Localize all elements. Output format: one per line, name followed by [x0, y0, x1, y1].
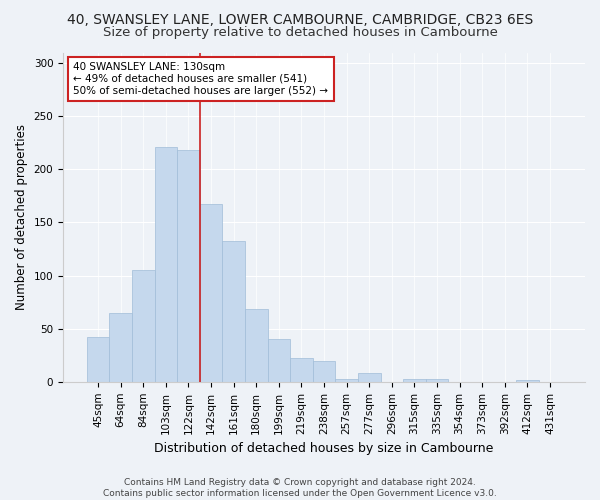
X-axis label: Distribution of detached houses by size in Cambourne: Distribution of detached houses by size … — [154, 442, 494, 455]
Bar — [223, 240, 245, 382]
Bar — [335, 378, 358, 382]
Bar — [313, 360, 335, 382]
Y-axis label: Number of detached properties: Number of detached properties — [15, 124, 28, 310]
Text: Size of property relative to detached houses in Cambourne: Size of property relative to detached ho… — [103, 26, 497, 39]
Bar — [109, 313, 132, 382]
Text: Contains HM Land Registry data © Crown copyright and database right 2024.
Contai: Contains HM Land Registry data © Crown c… — [103, 478, 497, 498]
Bar — [425, 378, 448, 382]
Text: 40, SWANSLEY LANE, LOWER CAMBOURNE, CAMBRIDGE, CB23 6ES: 40, SWANSLEY LANE, LOWER CAMBOURNE, CAMB… — [67, 12, 533, 26]
Bar — [87, 337, 109, 382]
Bar — [155, 147, 177, 382]
Bar — [358, 374, 380, 382]
Bar — [245, 308, 268, 382]
Bar — [403, 378, 425, 382]
Bar — [177, 150, 200, 382]
Bar — [200, 204, 223, 382]
Bar — [290, 358, 313, 382]
Bar — [132, 270, 155, 382]
Bar — [516, 380, 539, 382]
Bar — [268, 340, 290, 382]
Text: 40 SWANSLEY LANE: 130sqm
← 49% of detached houses are smaller (541)
50% of semi-: 40 SWANSLEY LANE: 130sqm ← 49% of detach… — [73, 62, 328, 96]
